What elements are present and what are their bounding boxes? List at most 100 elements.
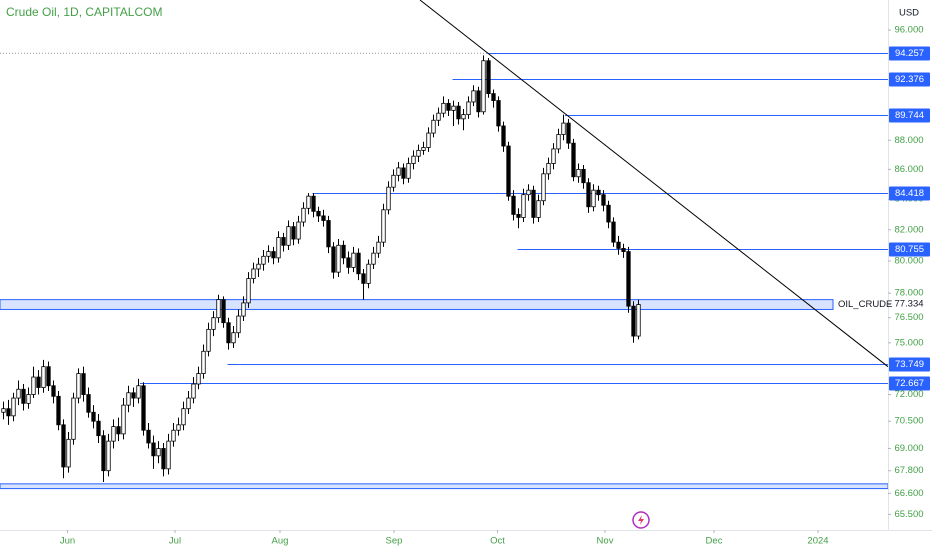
- candle-body: [326, 220, 331, 248]
- level-label: 80.755: [895, 244, 924, 255]
- candle-body: [451, 105, 456, 111]
- candle-body: [331, 246, 336, 273]
- y-tick-label: 88.000: [894, 135, 923, 146]
- candle-body: [301, 207, 306, 223]
- candle-body: [131, 392, 136, 399]
- candle-body: [546, 163, 551, 175]
- logo-icon[interactable]: [632, 511, 650, 529]
- candle-body: [156, 448, 161, 457]
- x-tick-label: Nov: [597, 536, 614, 547]
- candle-body: [176, 424, 181, 431]
- candle-body: [206, 328, 211, 352]
- candle-body: [531, 189, 536, 218]
- candle-body: [341, 244, 346, 259]
- level-label: 84.418: [895, 188, 924, 199]
- level-label-box: [889, 376, 930, 391]
- candle-body: [71, 397, 76, 440]
- candle-body: [511, 195, 516, 215]
- icon-bolt: [638, 515, 644, 525]
- candle-body: [111, 426, 116, 442]
- candle-body: [386, 186, 391, 211]
- candle-body: [526, 189, 531, 196]
- candle-body: [266, 251, 271, 257]
- candle-body: [391, 174, 396, 188]
- candle-body: [446, 102, 451, 111]
- candle-body: [121, 404, 126, 435]
- candle-body: [561, 122, 566, 135]
- candle-body: [416, 149, 421, 157]
- candle-body: [51, 385, 56, 397]
- candle-body: [431, 119, 436, 134]
- candle-body: [321, 215, 326, 221]
- candle-body: [401, 167, 406, 179]
- candle-body: [496, 100, 501, 127]
- y-tick-label: 75.000: [894, 337, 923, 348]
- candle-body: [91, 411, 96, 422]
- y-tick-label: 66.600: [894, 488, 923, 499]
- candle-body: [166, 440, 171, 470]
- candle-body: [151, 442, 156, 457]
- x-tick-label: 2024: [807, 536, 828, 547]
- candle-body: [356, 252, 361, 275]
- candle-body: [46, 366, 51, 387]
- candle-body: [556, 134, 561, 150]
- candle-body: [406, 163, 411, 179]
- candle-body: [586, 182, 591, 208]
- candle-body: [361, 273, 366, 284]
- candle-body: [631, 305, 636, 337]
- candle-body: [161, 448, 166, 470]
- candle-body: [286, 226, 291, 246]
- candle-body: [191, 383, 196, 399]
- candle-body: [611, 221, 616, 243]
- candle-body: [31, 376, 36, 395]
- candle-body: [271, 251, 276, 259]
- candle-body: [61, 424, 66, 468]
- candle-body: [501, 125, 506, 147]
- candle-body: [276, 237, 281, 259]
- last-price-label: 77.334: [894, 298, 923, 309]
- currency-label: USD: [899, 8, 919, 19]
- candle-body: [481, 60, 486, 113]
- candle-body: [316, 210, 321, 217]
- candle-body: [461, 114, 466, 120]
- level-label-box: [889, 357, 930, 372]
- level-label: 92.376: [895, 74, 924, 85]
- candle-body: [601, 194, 606, 206]
- candle-body: [516, 213, 521, 218]
- y-tick-label: 65.500: [894, 509, 923, 520]
- candle-body: [591, 189, 596, 208]
- level-label: 89.744: [895, 110, 924, 121]
- candle-body: [196, 373, 201, 385]
- candle-body: [486, 60, 491, 95]
- y-tick-label: 78.000: [894, 288, 923, 299]
- candle-body: [26, 394, 31, 404]
- candle-body: [1, 408, 6, 413]
- candle-body: [186, 397, 191, 410]
- candle-body: [491, 93, 496, 101]
- candle-body: [426, 132, 431, 148]
- candle-body: [366, 263, 371, 284]
- y-tick-label: 86.000: [894, 164, 923, 175]
- y-tick-label: 72.000: [894, 389, 923, 400]
- candle-body: [381, 209, 386, 243]
- candle-body: [216, 299, 221, 319]
- candle-body: [146, 429, 151, 444]
- candle-body: [171, 429, 176, 442]
- candle-body: [221, 299, 226, 324]
- level-label-box: [889, 46, 930, 61]
- candle-body: [506, 145, 511, 197]
- candle-body: [246, 278, 251, 304]
- candle-body: [371, 252, 376, 265]
- y-tick-label: 67.800: [894, 465, 923, 476]
- candle-body: [566, 122, 571, 144]
- y-tick-label: 76.500: [894, 312, 923, 323]
- candle-body: [536, 200, 541, 218]
- y-tick-label: 96.000: [894, 25, 923, 36]
- zone: [0, 299, 834, 310]
- candle-body: [106, 440, 111, 472]
- candle-body: [231, 332, 236, 344]
- candle-body: [621, 248, 626, 252]
- candle-body: [636, 304, 641, 337]
- candle-body: [466, 101, 471, 115]
- candle-body: [141, 385, 146, 431]
